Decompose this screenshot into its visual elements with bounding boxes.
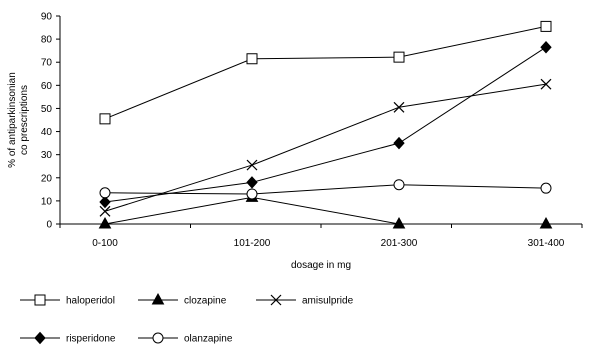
data-point-amisulpride [246,159,258,171]
legend-label-clozapine: clozapine [184,296,227,307]
x-axis-title: dosage in mg [291,260,351,271]
series-olanzapine [99,179,552,200]
y-tick-label: 90 [41,12,53,23]
series-amisulpride [99,78,552,217]
data-point-amisulpride [99,205,111,217]
legend-item-haloperidol: haloperidol [20,294,115,307]
series-line-amisulpride [104,83,547,212]
data-point-clozapine [539,216,553,229]
legend-marker-risperidone [34,331,46,345]
x-tick-label: 301-400 [528,238,565,249]
series-line-olanzapine [104,184,547,195]
y-axis-title: % of antiparkinsonian co prescriptions [7,72,30,168]
y-tick-label: 20 [41,173,53,184]
legend: haloperidol clozapine amisulpride risperido… [20,292,354,345]
series-haloperidol [99,20,552,125]
data-point-risperidone [246,176,258,189]
data-point-amisulpride [393,101,405,113]
y-ticks: 0 10 20 30 40 50 60 70 80 90 [41,12,60,231]
y-axis-title-line-2: co prescriptions [19,85,30,155]
legend-label-olanzapine: olanzapine [184,334,233,345]
legend-item-clozapine: clozapine [138,292,227,307]
x-marker-stroke [99,205,111,217]
x-marker-stroke [246,159,258,171]
data-point-clozapine [392,216,406,229]
legend-marker-olanzapine [152,332,164,344]
series-layer [98,20,553,229]
x-marker-stroke [270,294,282,306]
legend-label-haloperidol: haloperidol [66,296,115,307]
legend-marker-haloperidol [34,294,46,306]
legend-marker-amisulpride [270,294,282,306]
legend-label-amisulpride: amisulpride [302,296,354,307]
x-tick-label: 101-200 [234,238,271,249]
data-point-olanzapine [393,179,405,191]
data-point-clozapine [98,216,112,229]
y-tick-label: 10 [41,196,53,207]
series-line-haloperidol [104,25,547,120]
data-point-haloperidol [99,113,111,125]
data-point-risperidone [99,195,111,209]
x-tick-label: 201-300 [381,238,418,249]
series-line-clozapine [104,196,546,225]
data-point-olanzapine [99,187,111,199]
data-point-risperidone [393,136,405,150]
x-tick-label: 0-100 [92,238,118,249]
y-tick-label: 40 [41,127,53,138]
y-tick-label: 60 [41,81,53,92]
legend-marker-clozapine [151,292,165,305]
y-tick-label: 30 [41,150,53,161]
legend-item-risperidone: risperidone [20,331,116,345]
legend-label-risperidone: risperidone [66,334,116,345]
data-point-olanzapine [246,188,258,200]
data-point-haloperidol [246,53,258,65]
y-tick-label: 80 [41,35,53,46]
legend-item-olanzapine: olanzapine [138,332,233,345]
data-point-haloperidol [540,20,552,32]
data-point-amisulpride [540,78,552,90]
series-line-risperidone [104,46,547,203]
series-clozapine [98,190,553,229]
x-marker-stroke [393,101,405,113]
y-tick-label: 50 [41,104,53,115]
data-point-risperidone [540,40,552,54]
series-risperidone [99,40,552,209]
y-axis-title-line-1: % of antiparkinsonian [7,72,18,168]
y-tick-label: 0 [46,220,52,231]
x-ticks: 0-100 101-200 201-300 301-400 [59,224,583,249]
x-marker-stroke [540,78,552,90]
data-point-haloperidol [393,51,405,63]
data-point-olanzapine [540,182,552,194]
y-tick-label: 70 [41,58,53,69]
legend-item-amisulpride: amisulpride [256,294,354,307]
